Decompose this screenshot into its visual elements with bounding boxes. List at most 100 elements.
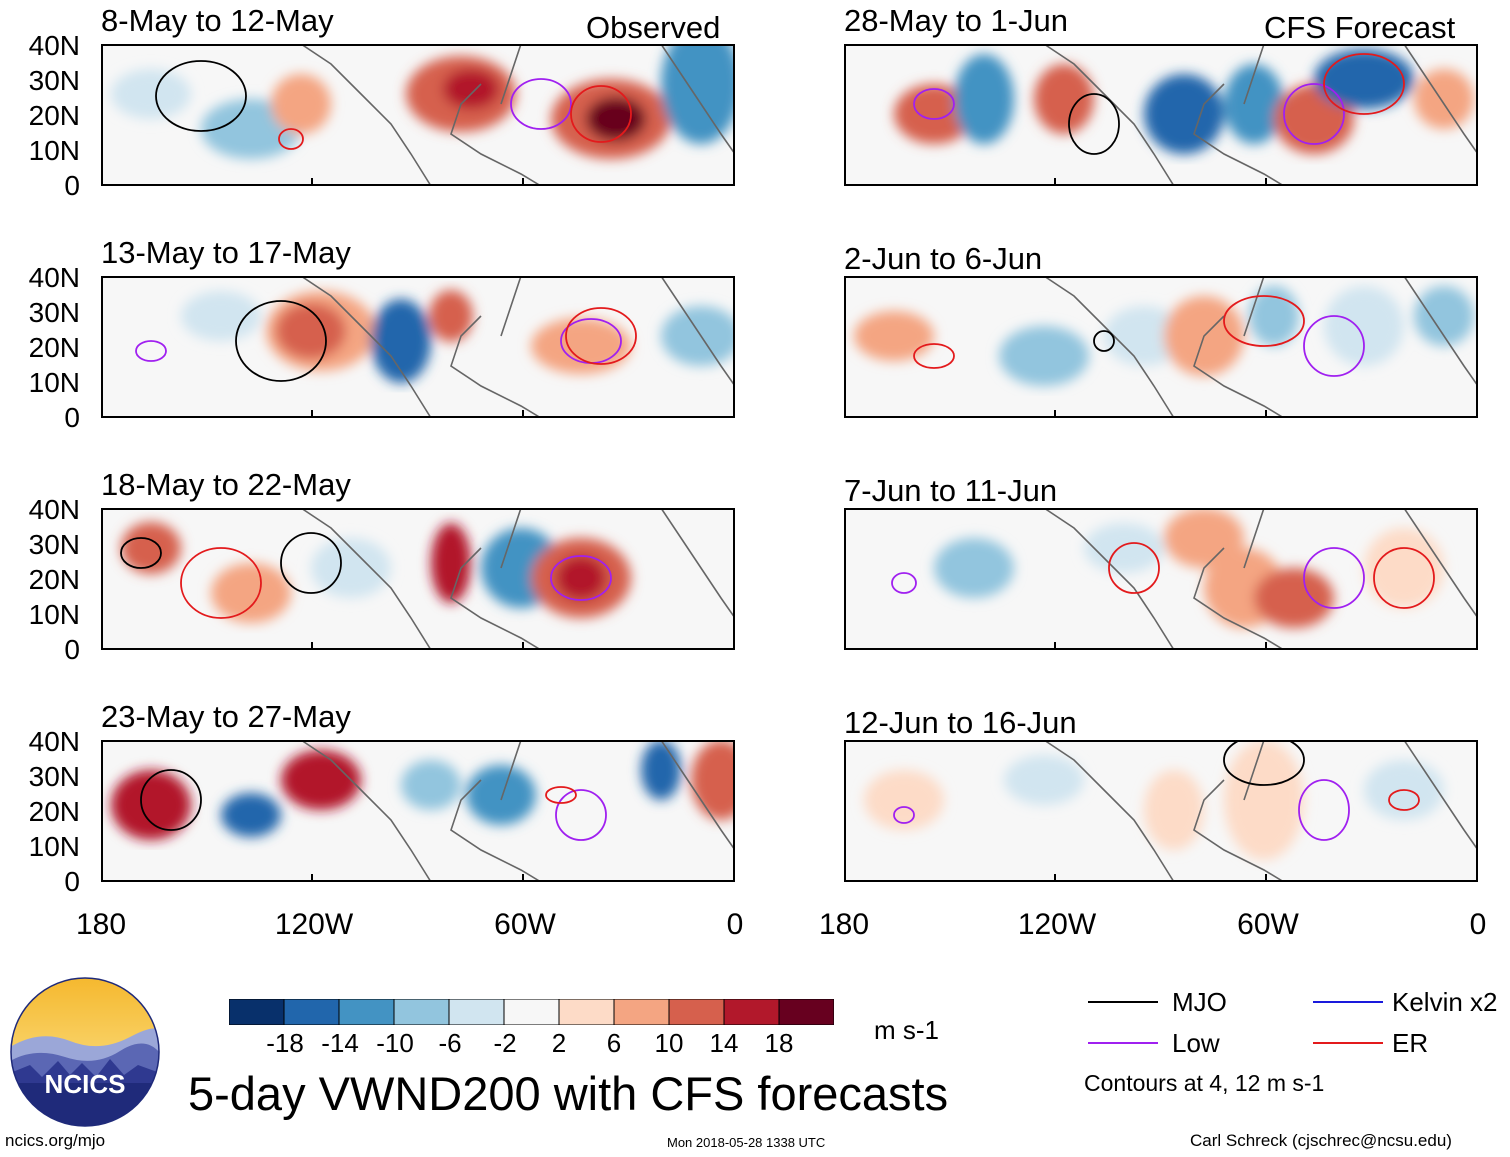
- anomaly-blob: [854, 311, 934, 361]
- colorbar-swatch: [613, 998, 670, 1026]
- wave-contour: [913, 343, 955, 369]
- anomaly-blob: [1224, 740, 1304, 860]
- anomaly-blob: [1144, 770, 1204, 850]
- anomaly-blob: [1249, 286, 1299, 346]
- legend-low-line: [1088, 1042, 1158, 1044]
- anomaly-blob: [556, 556, 606, 600]
- lon-label-180: 180: [75, 908, 127, 941]
- colorbar-swatch: [448, 998, 505, 1026]
- lat-label-0: 0: [64, 634, 80, 665]
- lon-label-120w: 120W: [274, 908, 354, 941]
- wave-contour: [140, 769, 202, 831]
- anomaly-blob: [1314, 49, 1414, 109]
- anomaly-blob: [1254, 568, 1334, 628]
- anomaly-blob: [691, 740, 735, 820]
- anomaly-blob: [1414, 69, 1474, 129]
- panel-frame: [844, 44, 1478, 186]
- legend-er-line: [1313, 1042, 1383, 1044]
- anomaly-shading: [121, 522, 631, 623]
- panel-date-fc-1: 28-May to 1-Jun: [844, 3, 1068, 38]
- lon-label-0: 0: [726, 908, 744, 941]
- anomaly-blob: [443, 69, 499, 109]
- anomaly-shading: [854, 286, 1474, 386]
- colorbar-swatch: [558, 998, 615, 1026]
- wave-contour: [180, 547, 262, 619]
- anomaly-blob: [276, 303, 346, 359]
- anomaly-blob: [221, 793, 281, 837]
- panel-date-obs-2: 13-May to 17-May: [101, 235, 351, 270]
- wave-contour: [570, 85, 632, 143]
- wave-contour: [550, 555, 612, 601]
- logo-text: NCICS: [45, 1069, 126, 1099]
- panel-frame: [101, 276, 735, 418]
- lat-label-30n: 30N: [28, 761, 80, 792]
- panel-frame: [844, 276, 1478, 418]
- map-field: [101, 276, 735, 418]
- coastline: [1043, 740, 1478, 882]
- legend-kelvin-line: [1313, 1001, 1383, 1003]
- panel-date-obs-1: 8-May to 12-May: [101, 3, 334, 38]
- panel-date-obs-3: 18-May to 22-May: [101, 467, 351, 502]
- wave-contour: [891, 572, 917, 594]
- wave-contour: [278, 128, 304, 150]
- wave-contour: [1108, 542, 1160, 594]
- wave-contour: [1283, 83, 1345, 145]
- anomaly-blob: [1414, 286, 1474, 346]
- wave-contour: [155, 60, 247, 132]
- lat-label-30n: 30N: [28, 529, 80, 560]
- colorbar-label: 2: [551, 1028, 567, 1058]
- colorbar-label: -6: [438, 1028, 462, 1058]
- wave-contour: [1068, 93, 1120, 155]
- figure-title: 5-day VWND200 with CFS forecasts: [188, 1067, 949, 1120]
- map-panel-obs-3: [101, 508, 735, 650]
- colorbar-label: 14: [709, 1028, 739, 1058]
- panel-frame: [844, 508, 1478, 650]
- map-panel-obs-4: [101, 740, 735, 882]
- coastline: [1043, 44, 1478, 186]
- lon-label-180: 180: [818, 908, 870, 941]
- anomaly-shading: [894, 49, 1474, 154]
- anomaly-blob: [466, 765, 536, 825]
- map-field: [101, 740, 735, 882]
- units-label: m s-1: [874, 1015, 939, 1045]
- observed-label: Observed: [586, 10, 721, 45]
- wave-contour: [1298, 779, 1350, 841]
- anomaly-blob: [934, 538, 1014, 598]
- wave-contour: [893, 806, 915, 824]
- map-panel-fc-3: [844, 508, 1478, 650]
- anomaly-blob: [431, 523, 471, 603]
- lat-label-30n: 30N: [28, 297, 80, 328]
- anomaly-blob: [661, 44, 735, 144]
- panel-date-obs-4: 23-May to 27-May: [101, 699, 351, 734]
- lat-label-40n: 40N: [28, 262, 80, 293]
- coastline: [300, 276, 735, 418]
- anomaly-blob: [181, 291, 261, 341]
- anomaly-blob: [371, 299, 431, 383]
- coastline: [300, 508, 735, 650]
- lon-label-0: 0: [1469, 908, 1487, 941]
- anomaly-blob: [1324, 286, 1404, 366]
- lat-label-40n: 40N: [28, 30, 80, 61]
- map-field: [844, 740, 1478, 882]
- panel-frame: [101, 44, 735, 186]
- map-field: [101, 44, 735, 186]
- lon-label-60w: 60W: [494, 908, 556, 941]
- anomaly-blob: [864, 770, 944, 830]
- site-link[interactable]: ncics.org/mjo: [5, 1131, 106, 1150]
- lat-label-30n: 30N: [28, 65, 80, 96]
- lat-label-20n: 20N: [28, 564, 80, 595]
- anomaly-blob: [111, 770, 191, 840]
- anomaly-blob: [429, 290, 473, 342]
- wave-contour: [120, 537, 162, 569]
- anomaly-blob: [661, 306, 735, 366]
- legend-mjo-line: [1088, 1001, 1158, 1003]
- wave-contour: [545, 786, 577, 804]
- wave-contour: [135, 340, 167, 362]
- lon-label-60w: 60W: [1237, 908, 1299, 941]
- colorbar-swatch: [503, 998, 560, 1026]
- map-panel-obs-2: [101, 276, 735, 418]
- colorbar-label: -10: [376, 1028, 414, 1058]
- colorbar-swatch: [723, 998, 780, 1026]
- panel-date-fc-4: 12-Jun to 16-Jun: [844, 705, 1077, 740]
- author-credit: Carl Schreck (cjschrec@ncsu.edu): [1190, 1131, 1452, 1150]
